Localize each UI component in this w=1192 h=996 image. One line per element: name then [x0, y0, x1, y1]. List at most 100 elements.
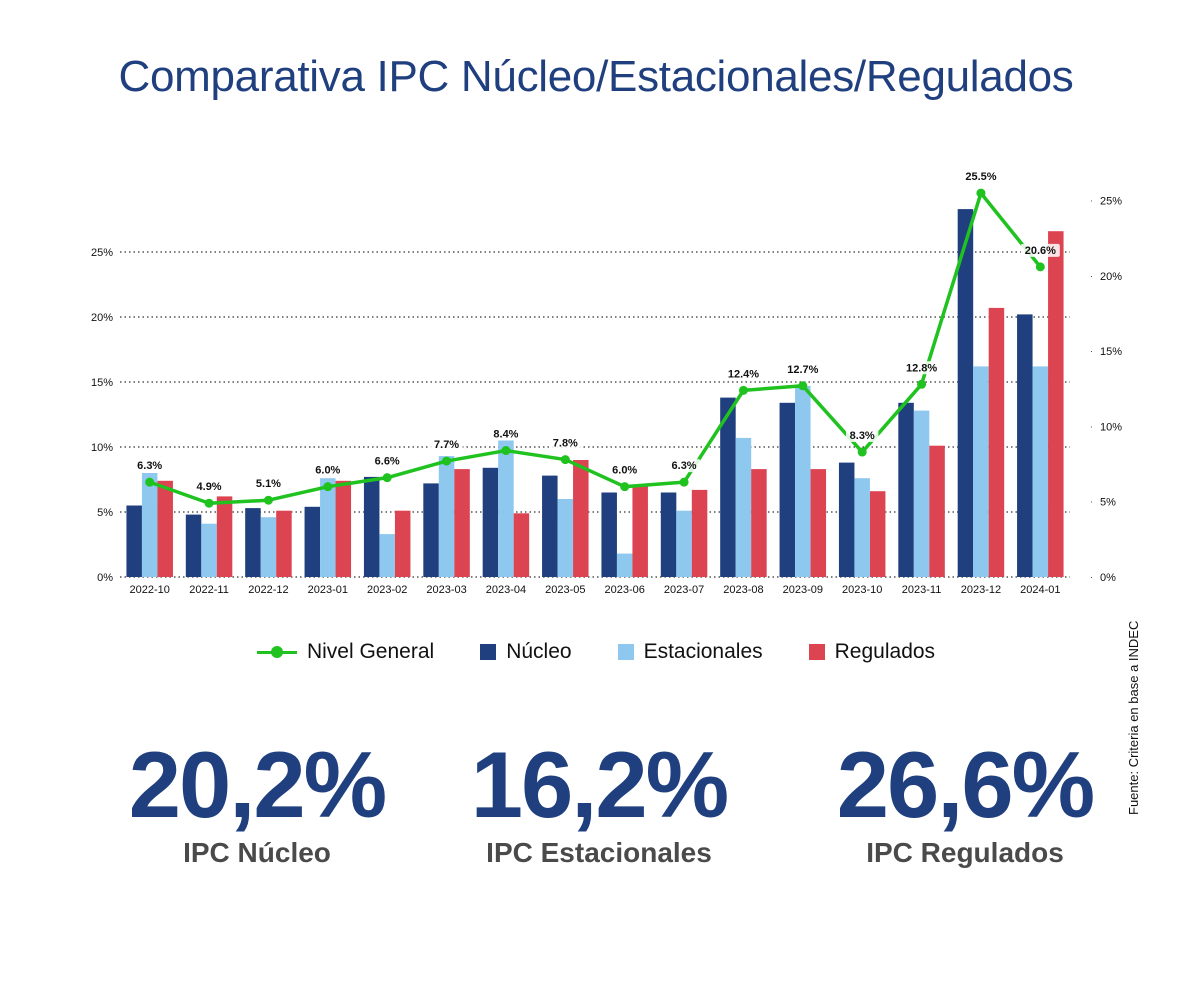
- stats-row: 20,2% IPC Núcleo 16,2% IPC Estacionales …: [0, 735, 1192, 875]
- data-label-nivel-general: 6.6%: [375, 456, 400, 468]
- line-point-nivel-general: [857, 447, 867, 457]
- data-label-bg: [902, 361, 942, 375]
- bar-nucleo: [423, 483, 439, 577]
- legend-label-estacionales: Estacionales: [643, 640, 763, 663]
- data-label-bg: [192, 480, 226, 494]
- line-point-nivel-general: [1035, 262, 1045, 272]
- bar-estacionales: [795, 385, 811, 577]
- data-label-bg: [549, 436, 582, 450]
- stat-label: IPC Núcleo: [183, 837, 331, 868]
- stat-ipc-estacionales: 16,2% IPC Estacionales: [419, 735, 779, 869]
- bar-estacionales: [973, 366, 989, 577]
- bar-estacionales: [557, 499, 574, 577]
- bar-regulados: [691, 489, 708, 577]
- y-tick-label-right: 20%: [1100, 271, 1122, 283]
- data-label-bg: [133, 459, 166, 473]
- y-tick-label-right: 5%: [1100, 497, 1116, 509]
- data-label-nivel-general: 25.5%: [965, 171, 996, 183]
- data-label-bg: [961, 170, 1001, 184]
- bar-regulados: [751, 469, 767, 577]
- bar-nucleo: [838, 462, 855, 577]
- stat-ipc-regulados: 26,6% IPC Regulados: [785, 735, 1145, 869]
- legend-item-regulados: Regulados: [808, 640, 935, 664]
- y-tick-label-left: 0%: [97, 572, 113, 584]
- bar-regulados: [394, 510, 411, 577]
- data-label-bg: [845, 429, 879, 443]
- bar-nucleo: [779, 402, 796, 577]
- y-tick-label-right: 15%: [1100, 346, 1122, 358]
- legend-swatch-estacionales: [617, 644, 634, 660]
- bar-estacionales: [616, 553, 633, 577]
- bar-estacionales: [141, 473, 158, 577]
- line-point-nivel-general: [560, 455, 570, 465]
- bar-estacionales: [676, 510, 692, 577]
- bar-estacionales: [735, 437, 752, 577]
- stat-value: 20,2%: [128, 732, 388, 837]
- data-label-nivel-general: 4.9%: [197, 481, 222, 493]
- data-label-nivel-general: 8.4%: [493, 429, 518, 441]
- bar-regulados: [157, 480, 173, 577]
- y-tick-dot-right: ·: [1090, 346, 1093, 356]
- stat-value: 26,6%: [836, 732, 1096, 837]
- legend-item-estacionales: Estacionales: [617, 640, 763, 664]
- bar-nucleo: [185, 514, 202, 577]
- line-point-nivel-general: [976, 188, 986, 198]
- data-label-bg: [489, 427, 523, 441]
- y-tick-dot-right: ·: [1090, 421, 1093, 431]
- bar-estacionales: [854, 478, 870, 577]
- line-point-nivel-general: [204, 498, 214, 508]
- x-tick-label: 2024-01: [1020, 584, 1060, 596]
- bar-nucleo: [957, 209, 974, 577]
- data-label-bg: [608, 463, 641, 477]
- bar-estacionales: [201, 523, 217, 577]
- legend-swatch-nucleo: [480, 644, 497, 660]
- x-tick-label: 2023-01: [308, 584, 348, 596]
- stat-label: IPC Regulados: [866, 837, 1064, 868]
- y-tick-label-right: 10%: [1100, 421, 1122, 433]
- x-tick-label: 2023-11: [902, 584, 942, 596]
- data-label-bg: [430, 438, 463, 452]
- x-tick-label: 2022-12: [248, 584, 288, 596]
- line-point-nivel-general: [263, 495, 273, 505]
- stat-value: 16,2%: [470, 732, 730, 837]
- bar-nucleo: [482, 467, 499, 577]
- legend-label-nucleo: Núcleo: [506, 640, 572, 663]
- data-label-nivel-general: 6.3%: [137, 460, 162, 472]
- data-label-nivel-general: 7.8%: [553, 438, 578, 450]
- y-tick-label-left: 20%: [91, 312, 113, 324]
- y-tick-label-left: 25%: [91, 247, 113, 259]
- bar-nucleo: [245, 508, 261, 577]
- chart-canvas: 0% 5% 10% 15% 20% 25% · 0% · 5% · 10% · 15% · 20% · 25% 20…: [91, 170, 1122, 596]
- bar-nucleo: [363, 476, 380, 577]
- line-point-nivel-general: [323, 482, 333, 492]
- data-label-nivel-general: 6.0%: [315, 465, 340, 477]
- line-point-nivel-general: [382, 473, 392, 483]
- x-tick-label: 2023-04: [486, 584, 526, 596]
- line-point-nivel-general: [145, 477, 155, 487]
- bar-estacionales: [320, 478, 336, 577]
- bar-nucleo: [126, 505, 142, 577]
- bar-regulados: [513, 513, 530, 577]
- legend-item-nucleo: Núcleo: [480, 640, 572, 664]
- legend-line-marker: [256, 645, 297, 658]
- legend-label-nivel-general: Nivel General: [306, 640, 435, 663]
- bar-regulados: [988, 307, 1005, 577]
- bar-nucleo: [542, 475, 558, 577]
- data-label-nivel-general: 12.7%: [787, 364, 818, 376]
- data-label-nivel-general: 8.3%: [850, 430, 875, 442]
- bar-nucleo: [1017, 314, 1033, 577]
- y-tick-dot-right: ·: [1090, 497, 1093, 507]
- bar-estacionales: [260, 517, 277, 577]
- x-tick-label: 2023-10: [842, 584, 882, 596]
- line-point-nivel-general: [738, 385, 748, 395]
- data-label-bg: [783, 362, 823, 376]
- y-tick-label-right: 25%: [1100, 196, 1122, 208]
- bar-regulados: [1048, 231, 1064, 577]
- x-tick-label: 2023-09: [783, 584, 823, 596]
- bar-regulados: [929, 445, 945, 577]
- line-nivel-general: [149, 191, 1042, 505]
- bar-estacionales: [438, 456, 455, 577]
- legend-item-nivel-general: Nivel General: [256, 640, 435, 664]
- line-point-nivel-general: [798, 381, 808, 391]
- x-tick-label: 2023-06: [605, 584, 645, 596]
